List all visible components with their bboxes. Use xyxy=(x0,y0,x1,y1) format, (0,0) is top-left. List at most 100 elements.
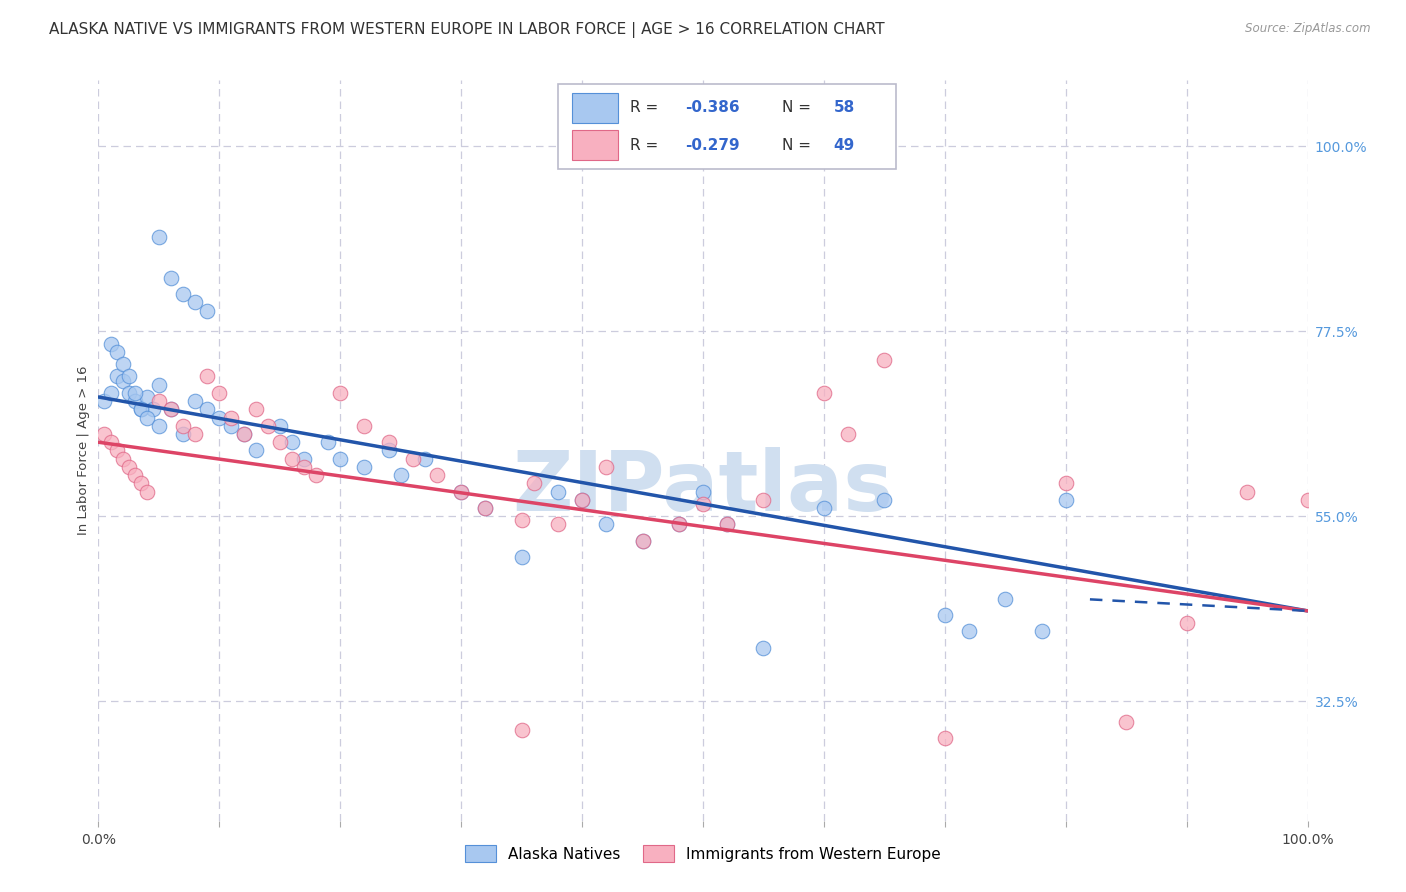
Point xyxy=(934,731,956,746)
Point xyxy=(105,344,128,359)
Point xyxy=(93,427,115,442)
Point xyxy=(474,501,496,516)
Point xyxy=(413,451,436,466)
Point xyxy=(934,607,956,622)
Point xyxy=(353,459,375,474)
Point xyxy=(148,229,170,244)
Point xyxy=(269,435,291,450)
Point xyxy=(184,394,207,409)
Point xyxy=(305,468,328,483)
Point xyxy=(100,336,122,351)
Point xyxy=(957,624,980,639)
Point xyxy=(118,459,141,474)
Point xyxy=(571,492,593,507)
Point xyxy=(124,468,146,483)
Point xyxy=(389,468,412,483)
Point xyxy=(111,451,134,466)
Point xyxy=(1115,714,1137,729)
Point xyxy=(692,484,714,499)
Point xyxy=(692,497,714,511)
Point xyxy=(124,385,146,400)
Point xyxy=(135,484,157,499)
Point xyxy=(402,451,425,466)
Point xyxy=(172,418,194,433)
Point xyxy=(316,435,339,450)
Point xyxy=(245,443,267,458)
Point xyxy=(195,303,218,318)
Point xyxy=(1054,476,1077,491)
Text: N =: N = xyxy=(782,137,815,153)
Point xyxy=(668,517,690,532)
Point xyxy=(142,402,165,417)
Point xyxy=(752,492,775,507)
Point xyxy=(752,640,775,655)
Point xyxy=(547,484,569,499)
Point xyxy=(426,468,449,483)
Point xyxy=(450,484,472,499)
Text: N =: N = xyxy=(782,100,815,115)
Point xyxy=(135,390,157,404)
Point xyxy=(195,369,218,384)
Point xyxy=(813,501,835,516)
Point xyxy=(281,451,304,466)
Point xyxy=(353,418,375,433)
Point xyxy=(377,443,399,458)
Legend: Alaska Natives, Immigrants from Western Europe: Alaska Natives, Immigrants from Western … xyxy=(460,838,946,869)
Point xyxy=(547,517,569,532)
Point xyxy=(232,427,254,442)
Point xyxy=(377,435,399,450)
Point xyxy=(813,385,835,400)
Text: R =: R = xyxy=(630,100,664,115)
Point xyxy=(160,270,183,285)
Text: ZIPatlas: ZIPatlas xyxy=(513,447,893,528)
Text: R =: R = xyxy=(630,137,664,153)
Point xyxy=(129,402,152,417)
Point xyxy=(873,492,896,507)
Point xyxy=(93,394,115,409)
Point xyxy=(111,357,134,371)
Point xyxy=(510,723,533,738)
Point xyxy=(510,513,533,527)
Bar xyxy=(572,130,619,160)
Point xyxy=(208,410,231,425)
Point xyxy=(124,394,146,409)
Point xyxy=(129,402,152,417)
Point xyxy=(571,492,593,507)
Point xyxy=(160,402,183,417)
Point xyxy=(595,517,617,532)
Point xyxy=(631,533,654,548)
Point xyxy=(195,402,218,417)
Point xyxy=(1236,484,1258,499)
Point xyxy=(329,385,352,400)
Point xyxy=(105,369,128,384)
Point xyxy=(1296,492,1319,507)
Point xyxy=(716,517,738,532)
Point xyxy=(148,418,170,433)
FancyBboxPatch shape xyxy=(558,84,897,169)
Point xyxy=(172,427,194,442)
Point xyxy=(256,418,278,433)
Point xyxy=(474,501,496,516)
Point xyxy=(135,410,157,425)
Text: 49: 49 xyxy=(834,137,855,153)
Point xyxy=(111,374,134,388)
Point xyxy=(292,459,315,474)
Point xyxy=(148,377,170,392)
Point xyxy=(994,591,1017,606)
Point xyxy=(716,517,738,532)
Bar xyxy=(572,93,619,122)
Point xyxy=(631,533,654,548)
Point xyxy=(269,418,291,433)
Point xyxy=(510,550,533,565)
Point xyxy=(523,476,546,491)
Point xyxy=(232,427,254,442)
Point xyxy=(160,402,183,417)
Text: -0.386: -0.386 xyxy=(685,100,740,115)
Point xyxy=(873,353,896,368)
Text: -0.279: -0.279 xyxy=(685,137,740,153)
Point xyxy=(118,385,141,400)
Point xyxy=(184,427,207,442)
Point xyxy=(245,402,267,417)
Point xyxy=(105,443,128,458)
Point xyxy=(450,484,472,499)
